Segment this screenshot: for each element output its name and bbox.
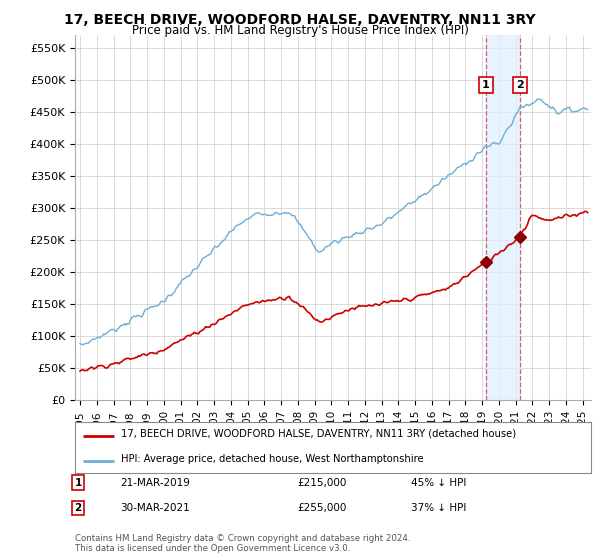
Text: 2: 2 <box>516 80 524 90</box>
Text: 21-MAR-2019: 21-MAR-2019 <box>120 478 190 488</box>
Text: 37% ↓ HPI: 37% ↓ HPI <box>411 503 466 513</box>
Text: 17, BEECH DRIVE, WOODFORD HALSE, DAVENTRY, NN11 3RY: 17, BEECH DRIVE, WOODFORD HALSE, DAVENTR… <box>64 13 536 27</box>
Text: 30-MAR-2021: 30-MAR-2021 <box>120 503 190 513</box>
Text: 1: 1 <box>74 478 82 488</box>
Text: £215,000: £215,000 <box>297 478 346 488</box>
Text: Price paid vs. HM Land Registry's House Price Index (HPI): Price paid vs. HM Land Registry's House … <box>131 24 469 37</box>
Text: Contains HM Land Registry data © Crown copyright and database right 2024.
This d: Contains HM Land Registry data © Crown c… <box>75 534 410 553</box>
Text: £255,000: £255,000 <box>297 503 346 513</box>
Bar <box>486 35 520 400</box>
Text: HPI: Average price, detached house, West Northamptonshire: HPI: Average price, detached house, West… <box>121 454 424 464</box>
Text: 2: 2 <box>74 503 82 513</box>
Text: 17, BEECH DRIVE, WOODFORD HALSE, DAVENTRY, NN11 3RY (detached house): 17, BEECH DRIVE, WOODFORD HALSE, DAVENTR… <box>121 428 517 438</box>
Text: 1: 1 <box>482 80 490 90</box>
Text: 45% ↓ HPI: 45% ↓ HPI <box>411 478 466 488</box>
